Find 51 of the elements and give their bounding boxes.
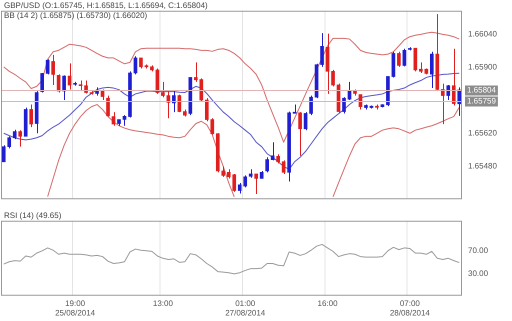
candlestick bbox=[12, 129, 17, 140]
candlestick bbox=[392, 51, 396, 78]
candlestick bbox=[161, 81, 165, 98]
y-tick-label: 1.66040 bbox=[468, 30, 498, 39]
candlestick bbox=[100, 88, 104, 101]
candlestick bbox=[56, 74, 60, 94]
candlestick bbox=[106, 95, 110, 118]
y-tick-label: 70.00 bbox=[468, 246, 489, 256]
x-tick-label: 13:00 bbox=[152, 298, 174, 308]
candlestick bbox=[40, 72, 44, 94]
x-tick-label: 01:00 27/08/2014 bbox=[225, 298, 266, 318]
candlestick bbox=[276, 154, 280, 164]
candlestick bbox=[254, 174, 258, 195]
candlestick bbox=[232, 174, 236, 192]
candlestick bbox=[51, 54, 55, 86]
candlestick bbox=[2, 144, 6, 162]
candlestick bbox=[402, 48, 406, 67]
ref-line-label: 1.65759 bbox=[467, 96, 496, 106]
candlestick bbox=[243, 174, 248, 188]
candlestick bbox=[210, 118, 214, 136]
chart-title: RSI (14) (49.65) bbox=[4, 211, 62, 220]
ref-line-label: 1.65804 bbox=[467, 86, 496, 95]
candlestick bbox=[298, 112, 302, 156]
candlestick bbox=[62, 74, 66, 101]
y-tick-label: 1.65900 bbox=[468, 62, 498, 72]
y-tick-label: 1.65620 bbox=[468, 128, 498, 138]
candlestick bbox=[270, 142, 274, 161]
x-tick-label: 07:00 28/08/2014 bbox=[390, 298, 430, 318]
candlestick bbox=[397, 51, 401, 68]
candlestick bbox=[112, 112, 116, 126]
candlestick bbox=[46, 58, 50, 75]
candlestick bbox=[199, 78, 204, 102]
candlestick bbox=[282, 160, 286, 174]
x-tick-label: 19:00 25/08/2014 bbox=[55, 298, 96, 318]
candlestick bbox=[226, 168, 231, 179]
candlestick bbox=[221, 166, 226, 178]
candlestick bbox=[238, 182, 242, 194]
candlestick bbox=[430, 51, 434, 89]
candlestick bbox=[358, 94, 362, 110]
candlestick bbox=[414, 48, 418, 72]
chart-title: GBP/USD (O:1.65745, H:1.65815, L:1.65694, C:1.65804) bbox=[4, 1, 208, 10]
y-tick-label: 1.65480 bbox=[468, 161, 498, 170]
candlestick bbox=[194, 62, 198, 82]
x-tick-label: 16:00 bbox=[318, 298, 338, 308]
candlestick bbox=[265, 156, 270, 173]
candlestick bbox=[204, 98, 209, 122]
y-tick-label: 30.00 bbox=[468, 269, 489, 278]
candlestick bbox=[7, 136, 12, 149]
candlestick bbox=[68, 62, 72, 90]
chart-subtitle: BB (14 2) (1.65875) (1.65730) (1.66020) bbox=[4, 11, 148, 20]
candlestick bbox=[29, 104, 34, 128]
